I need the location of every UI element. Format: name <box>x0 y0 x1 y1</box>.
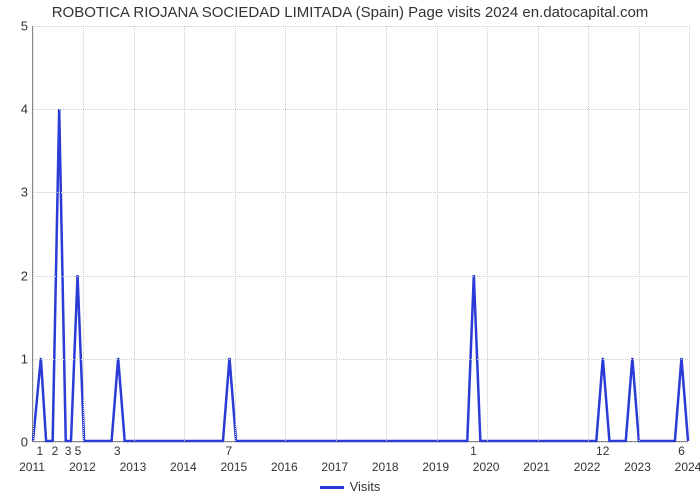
grid-line-v <box>689 26 690 441</box>
grid-line-h <box>33 109 688 110</box>
x-tick-label: 2019 <box>422 460 449 474</box>
value-label: 1 <box>470 444 477 458</box>
grid-line-h <box>33 192 688 193</box>
grid-line-v <box>184 26 185 441</box>
x-tick-label: 2011 <box>19 460 45 474</box>
x-tick-label: 2018 <box>372 460 399 474</box>
value-label: 2 <box>52 444 59 458</box>
grid-line-h <box>33 276 688 277</box>
plot-area <box>32 26 688 442</box>
grid-line-v <box>134 26 135 441</box>
x-tick-label: 2020 <box>473 460 500 474</box>
grid-line-v <box>538 26 539 441</box>
grid-line-v <box>285 26 286 441</box>
grid-line-v <box>235 26 236 441</box>
chart-container: ROBOTICA RIOJANA SOCIEDAD LIMITADA (Spai… <box>0 0 700 500</box>
value-label: 7 <box>225 444 232 458</box>
grid-line-v <box>83 26 84 441</box>
value-label: 3 <box>114 444 121 458</box>
value-label: 5 <box>75 444 82 458</box>
y-tick-label: 5 <box>8 19 28 34</box>
y-tick-label: 4 <box>8 102 28 117</box>
grid-line-h <box>33 26 688 27</box>
chart-title: ROBOTICA RIOJANA SOCIEDAD LIMITADA (Spai… <box>0 4 700 21</box>
grid-line-v <box>639 26 640 441</box>
legend: Visits <box>0 479 700 494</box>
x-tick-label: 2013 <box>120 460 147 474</box>
value-label: 1 <box>37 444 44 458</box>
value-label: 6 <box>678 444 685 458</box>
y-tick-label: 1 <box>8 351 28 366</box>
y-tick-label: 0 <box>8 435 28 450</box>
x-tick-label: 2022 <box>574 460 601 474</box>
x-tick-label: 2014 <box>170 460 197 474</box>
value-label: 3 <box>65 444 72 458</box>
grid-line-v <box>588 26 589 441</box>
x-tick-label: 2012 <box>69 460 96 474</box>
grid-line-v <box>336 26 337 441</box>
grid-line-v <box>437 26 438 441</box>
y-tick-label: 2 <box>8 268 28 283</box>
x-tick-label: 2023 <box>624 460 651 474</box>
visits-line <box>33 26 688 441</box>
grid-line-v <box>386 26 387 441</box>
x-tick-label: 2016 <box>271 460 298 474</box>
grid-line-h <box>33 359 688 360</box>
x-tick-label: 2024 <box>675 460 700 474</box>
x-tick-label: 2017 <box>321 460 348 474</box>
grid-line-v <box>33 26 34 441</box>
legend-swatch <box>320 486 344 489</box>
legend-label: Visits <box>350 479 381 494</box>
x-tick-label: 2015 <box>220 460 247 474</box>
x-tick-label: 2021 <box>523 460 550 474</box>
value-label: 12 <box>596 444 609 458</box>
y-tick-label: 3 <box>8 185 28 200</box>
grid-line-h <box>33 442 688 443</box>
grid-line-v <box>487 26 488 441</box>
